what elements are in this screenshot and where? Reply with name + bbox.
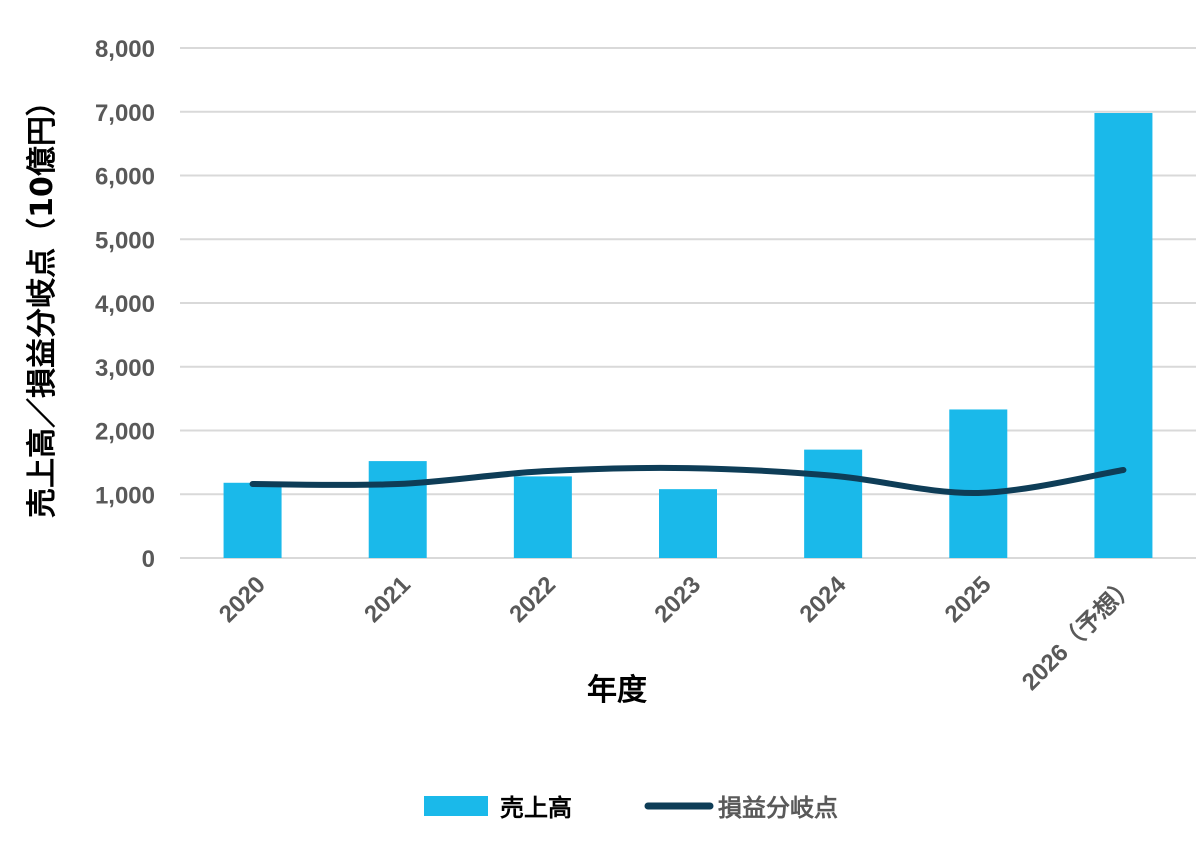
line-breakeven bbox=[249, 464, 1127, 496]
bar-sales bbox=[368, 461, 427, 558]
bar-series bbox=[223, 113, 1153, 559]
x-tick-label: 2024 bbox=[795, 571, 852, 628]
y-tick-label: 7,000 bbox=[95, 100, 155, 127]
bar-sales bbox=[949, 409, 1008, 558]
x-tick-label: 2022 bbox=[504, 571, 561, 628]
y-axis-title: 売上高／損益分岐点（10億円） bbox=[25, 86, 60, 518]
bar-sales bbox=[513, 476, 572, 558]
line-series bbox=[249, 464, 1127, 496]
y-axis-ticks: 0 1,000 2,000 3,000 4,000 5,000 6,000 7,000 8,00… bbox=[95, 36, 155, 573]
legend-label-breakeven: 損益分岐点 bbox=[718, 794, 838, 822]
bar-sales bbox=[223, 482, 282, 558]
gridlines bbox=[180, 47, 1196, 559]
legend-swatch-sales bbox=[424, 796, 488, 816]
y-tick-label: 5,000 bbox=[95, 227, 155, 254]
x-tick-label: 2020 bbox=[214, 571, 271, 628]
x-tick-label: 2026（予想） bbox=[1017, 571, 1142, 696]
bar-sales bbox=[804, 449, 863, 558]
y-tick-label: 2,000 bbox=[95, 419, 155, 446]
y-tick-label: 4,000 bbox=[95, 291, 155, 318]
y-tick-label: 1,000 bbox=[95, 482, 155, 509]
legend-label-sales: 売上高 bbox=[500, 794, 572, 822]
x-tick-label: 2023 bbox=[649, 571, 706, 628]
y-tick-label: 8,000 bbox=[95, 36, 155, 63]
legend: 売上高 損益分岐点 bbox=[424, 794, 838, 822]
x-tick-label: 2025 bbox=[940, 571, 997, 628]
bar-sales bbox=[659, 489, 717, 558]
x-axis-ticks: 2020 2021 2022 2023 2024 2025 2026（予想） bbox=[214, 571, 1142, 696]
y-tick-label: 0 bbox=[142, 546, 155, 573]
x-axis-title: 年度 bbox=[587, 673, 647, 708]
x-tick-label: 2021 bbox=[359, 571, 416, 628]
bar-sales bbox=[1094, 113, 1153, 559]
y-tick-label: 3,000 bbox=[95, 355, 155, 382]
y-tick-label: 6,000 bbox=[95, 164, 155, 191]
